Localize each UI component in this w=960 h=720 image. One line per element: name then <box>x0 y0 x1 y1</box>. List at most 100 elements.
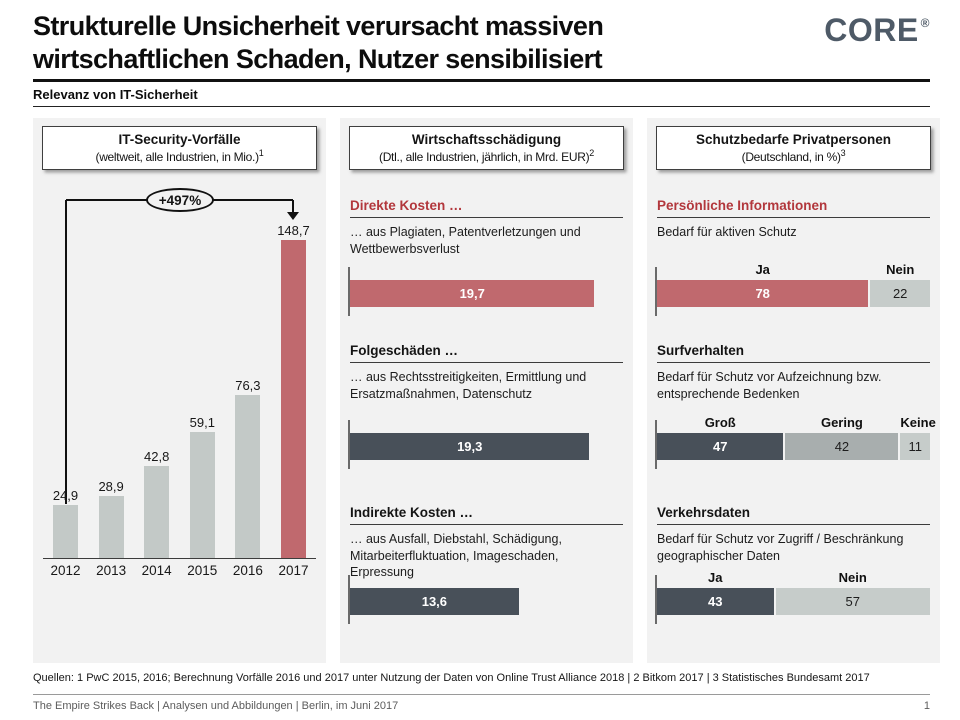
stacked-bar: 47 42 11 <box>657 433 931 460</box>
section-heading: Persönliche Informationen <box>657 198 930 218</box>
panel-it-security-incidents: IT-Security-Vorfälle (weltweit, alle Ind… <box>33 118 326 663</box>
section-heading: Folgeschäden … <box>350 343 623 363</box>
registered-mark-icon: ® <box>920 16 930 30</box>
bar-value-label: 59,1 <box>189 415 215 430</box>
damage-section-2: Folgeschäden … … aus Rechtsstreitigkeiten… <box>348 343 623 493</box>
stacked-bar-wrap: Ja Nein 78 22 <box>655 262 930 316</box>
stacked-bar-wrap: Groß Gering Keine 47 42 11 <box>655 415 936 469</box>
page-number: 1 <box>923 700 930 712</box>
segment-label-keine: Keine <box>900 415 936 430</box>
hbar-value: 19,3 <box>350 433 590 460</box>
section-description: … aus Plagiaten, Patentverletzungen und … <box>350 225 581 256</box>
bar-value-label: 148,7 <box>277 223 310 238</box>
page-title-line-1: Strukturelle Unsicherheit verursacht mas… <box>33 11 604 41</box>
segment-label-nein: Nein <box>838 570 867 585</box>
bar-value-label: 24,9 <box>52 488 79 503</box>
footnote-ref: 1 <box>258 148 264 158</box>
segment-ja: 43 <box>657 588 774 615</box>
bar-2016 <box>235 395 261 558</box>
panel-header-subtitle: (Deutschland, in %)3 <box>657 148 930 164</box>
panel-header-subtitle-text: (Dtl., alle Industrien, jährlich, in Mrd… <box>379 150 590 164</box>
chapter-divider <box>33 106 930 107</box>
bar-value-label: 28,9 <box>98 479 124 494</box>
damage-sections: Direkte Kosten … … aus Plagiaten, Patentv… <box>348 118 623 663</box>
panel-header-title: Schutzbedarfe Privatpersonen <box>695 132 892 147</box>
protection-section-2: Surfverhalten Bedarf für Schutz vor Aufze… <box>655 343 936 493</box>
section-heading: Verkehrsdaten <box>657 505 930 525</box>
panel-header-incidents: IT-Security-Vorfälle (weltweit, alle Ind… <box>42 126 317 170</box>
panel-header-protection: Schutzbedarfe Privatpersonen (Deutschlan… <box>656 126 931 170</box>
segment-label-row: Ja Nein <box>657 570 930 585</box>
page-title: Strukturelle Unsicherheit verursacht mas… <box>33 10 753 76</box>
protection-section-1: Persönliche Informationen Bedarf für akti… <box>655 198 930 348</box>
damage-section-1: Direkte Kosten … … aus Plagiaten, Patentv… <box>348 198 623 348</box>
stacked-bar-wrap: Ja Nein 43 57 <box>655 570 930 624</box>
segment-label-ja: Ja <box>708 570 723 585</box>
panel-protection-needs: Schutzbedarfe Privatpersonen (Deutschlan… <box>647 118 940 663</box>
bar-group-2013: 28,9 2013 <box>89 200 134 578</box>
segment-gering: 42 <box>785 433 899 460</box>
bar-value-label: 42,8 <box>144 449 170 464</box>
panel-economic-damage: Wirtschaftsschädigung (Dtl., alle Indust… <box>340 118 633 663</box>
hbar-wrap: 19,7 <box>348 267 623 316</box>
bar-2015 <box>189 432 215 558</box>
axis-label-year: 2016 <box>232 563 263 578</box>
segment-ja: 78 <box>657 280 869 307</box>
bar-group-2016: 76,3 2016 <box>225 200 270 578</box>
panel-header-subtitle: (Dtl., alle Industrien, jährlich, in Mrd… <box>350 148 623 164</box>
sources-line: Quellen: 1 PwC 2015, 2016; Berechnung Vo… <box>33 672 870 684</box>
bar-group-2017: 148,7 2017 <box>271 200 316 578</box>
axis-label-year: 2013 <box>96 563 127 578</box>
segment-label-row: Ja Nein <box>657 262 930 277</box>
bar-value-label: 76,3 <box>235 378 261 393</box>
section-description: … aus Rechtsstreitigkeiten, Ermittlung u… <box>350 370 587 401</box>
section-heading: Indirekte Kosten … <box>350 505 623 525</box>
segment-label-groß: Groß <box>704 415 736 430</box>
bar-group-2015: 59,1 2015 <box>180 200 225 578</box>
hbar-value: 19,7 <box>350 280 595 307</box>
page-title-line-2: wirtschaftlichen Schaden, Nutzer sensibi… <box>33 43 603 74</box>
bar-group-2014: 42,8 2014 <box>134 200 179 578</box>
bar-2014 <box>144 466 170 558</box>
incidents-bar-chart: 24,9 2012 28,9 2013 42,8 2014 59,1 2015 76,3 2016… <box>43 200 316 578</box>
stacked-bar: 43 57 <box>657 588 930 615</box>
stacked-bar: 78 22 <box>657 280 930 307</box>
hbar-wrap: 13,6 <box>348 575 623 624</box>
bar-2012 <box>53 505 78 558</box>
damage-section-3: Indirekte Kosten … … aus Ausfall, Diebsta… <box>348 505 623 655</box>
bar-group-2012: 24,9 2012 <box>43 200 88 578</box>
section-description: Bedarf für Schutz vor Aufzeichnung bzw. … <box>657 370 882 401</box>
segment-groß: 47 <box>657 433 784 460</box>
core-logo: CORE ® <box>824 12 930 49</box>
section-heading: Direkte Kosten … <box>350 198 623 218</box>
chapter-label: Relevanz von IT-Sicherheit <box>33 87 198 102</box>
axis-label-year: 2017 <box>278 563 309 578</box>
segment-label-row: Groß Gering Keine <box>657 415 936 430</box>
footnote-ref: 3 <box>840 148 846 158</box>
panel-header-title: IT-Security-Vorfälle <box>118 132 241 147</box>
footnote-ref: 2 <box>589 148 594 158</box>
segment-label-gering: Gering <box>820 415 863 430</box>
protection-sections: Persönliche Informationen Bedarf für akti… <box>655 118 936 663</box>
segment-label-nein: Nein <box>886 262 915 277</box>
panel-header-subtitle-text: (Deutschland, in %) <box>741 150 841 164</box>
core-logo-text: CORE <box>824 12 919 48</box>
segment-nein: 22 <box>870 280 930 307</box>
axis-label-year: 2014 <box>141 563 172 578</box>
section-heading: Surfverhalten <box>657 343 930 363</box>
axis-label-year: 2012 <box>50 563 81 578</box>
hbar-value: 13,6 <box>350 588 519 615</box>
bar-2017 <box>280 240 306 558</box>
segment-label-ja: Ja <box>755 262 770 277</box>
panel-header-subtitle: (weltweit, alle Industrien, in Mio.)1 <box>43 148 316 164</box>
section-description: … aus Ausfall, Diebstahl, Schädigung, Mi… <box>350 532 562 579</box>
bar-2013 <box>98 496 124 558</box>
segment-nein: 57 <box>775 588 930 615</box>
footer-divider <box>33 694 930 695</box>
panel-header-title: Wirtschaftsschädigung <box>411 132 562 147</box>
hbar-wrap: 19,3 <box>348 420 623 469</box>
panel-header-subtitle-text: (weltweit, alle Industrien, in Mio.) <box>95 150 260 164</box>
title-divider <box>33 79 930 82</box>
axis-label-year: 2015 <box>187 563 218 578</box>
